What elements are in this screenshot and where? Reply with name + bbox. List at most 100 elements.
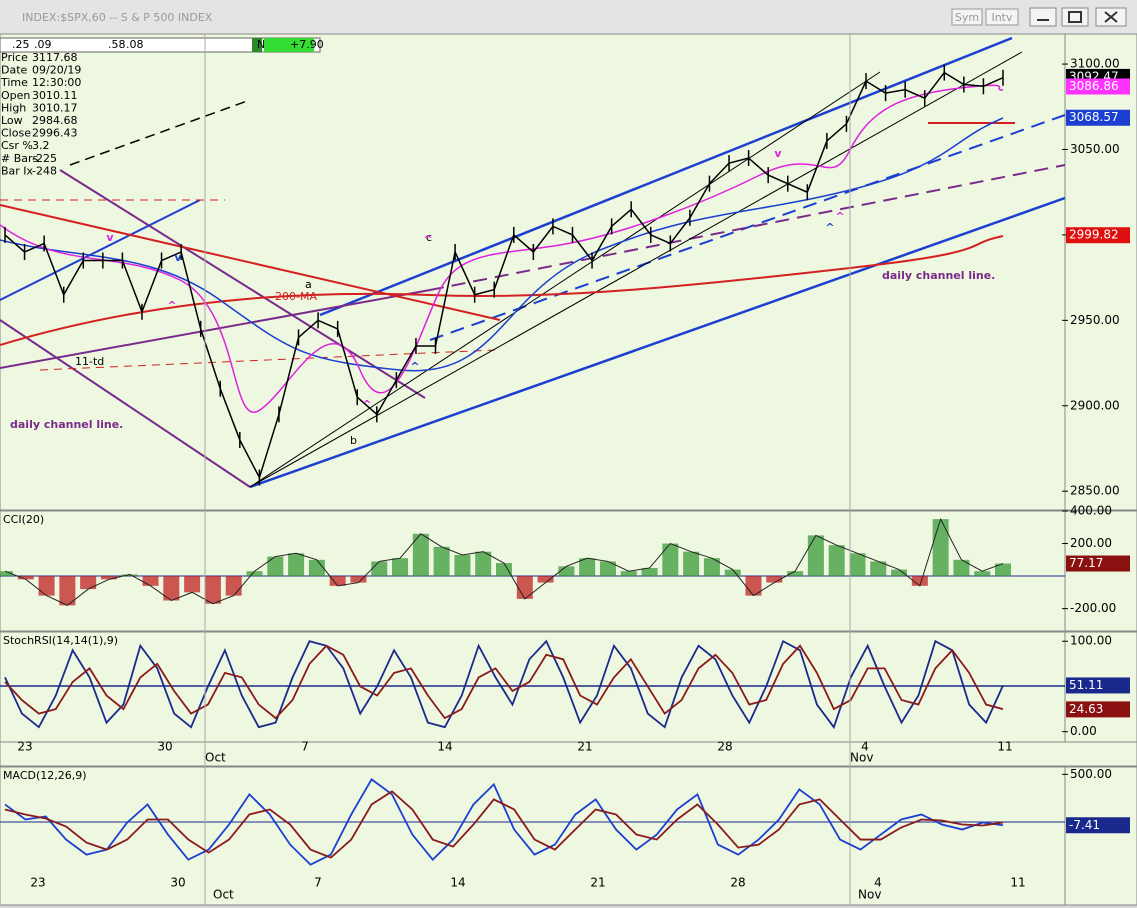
date-label: 28 [717, 740, 732, 754]
cci-bar [392, 558, 409, 577]
cci-bar [641, 567, 658, 577]
info-value: 3117.68 [32, 51, 78, 64]
cci-bar [38, 576, 55, 596]
last-value-box [1066, 677, 1130, 694]
cci-bar [932, 519, 949, 577]
cci-bar [558, 566, 575, 577]
info-key: Date [1, 64, 28, 77]
y-tick-label: 3050.00 [1070, 142, 1120, 156]
signal-marker: ^ [835, 210, 844, 223]
cci-bar [350, 576, 367, 583]
cci-bar [724, 569, 741, 577]
toolbar-field: .09 [34, 38, 52, 51]
date-label: 23 [30, 876, 45, 890]
cci-bar [308, 559, 325, 577]
sym-button-label[interactable]: Sym [955, 11, 979, 24]
y-tick-label: 200.00 [1070, 536, 1112, 550]
info-key: Price [1, 51, 28, 64]
last-value-label: 3068.57 [1069, 110, 1119, 124]
signal-marker: ^ [825, 221, 834, 234]
maximize-button[interactable] [1061, 7, 1089, 27]
month-label: Oct [213, 888, 234, 902]
date-label: 4 [874, 876, 882, 890]
price-line [4, 71, 1004, 480]
cci-line [4, 517, 1004, 606]
intv-button[interactable] [985, 8, 1019, 26]
date-label: 23 [17, 740, 32, 754]
toolbar-field: .25 [12, 38, 30, 51]
last-value-box [1066, 701, 1130, 718]
intv-button-label[interactable]: Intv [991, 11, 1013, 24]
info-key: Low [1, 114, 23, 127]
y-tick-label: 100.00 [1070, 634, 1112, 648]
y-tick-label: 3100.00 [1070, 57, 1120, 71]
toolbar-field: .58 [108, 38, 126, 51]
cci-bar [911, 576, 928, 586]
month-label: Oct [205, 751, 226, 765]
date-label: 28 [730, 876, 745, 890]
cci-bar [953, 559, 970, 577]
maximize-icon [1068, 11, 1082, 23]
date-label: 14 [450, 876, 465, 890]
stoch-k-line [4, 639, 1004, 730]
info-value: 2984.68 [32, 114, 78, 127]
info-key: Bar Ix [1, 164, 34, 177]
purple-falling [0, 319, 251, 488]
signal-marker: v [174, 251, 182, 264]
date-label: 21 [590, 876, 605, 890]
toolbar-field: N [257, 38, 265, 51]
date-label: 11 [997, 740, 1012, 754]
cci-bar [537, 576, 554, 583]
cci-bar [703, 558, 720, 577]
cci-bar [163, 576, 180, 601]
annotation: c [426, 231, 432, 244]
cci-bar [0, 571, 13, 577]
info-key: High [1, 101, 26, 114]
sym-button[interactable] [951, 8, 983, 26]
last-value-box [1066, 227, 1130, 244]
date-label: 7 [314, 876, 322, 890]
info-value: 3010.17 [32, 101, 78, 114]
info-value: 3.2 [32, 139, 50, 152]
cci-bar [579, 558, 596, 577]
date-label: 7 [301, 740, 309, 754]
cci-bar [184, 576, 201, 593]
annotation: a [305, 278, 312, 291]
cci-panel [0, 510, 1066, 632]
date-label: 14 [437, 740, 452, 754]
price-panel [0, 33, 1066, 511]
last-value-box [1066, 817, 1130, 834]
cci-bar [371, 561, 388, 577]
y-tick-label: 400.00 [1070, 504, 1112, 518]
date-label: 11 [1010, 876, 1025, 890]
cci-bar [766, 576, 783, 583]
change-cell [264, 38, 314, 52]
cci-bar [620, 571, 637, 577]
cci-bar [204, 576, 221, 604]
last-value-label: 77.17 [1069, 556, 1103, 570]
annotation: 11-td [75, 355, 104, 368]
minimize-button[interactable] [1029, 7, 1057, 27]
cci-bar [121, 574, 138, 577]
info-value: 3010.11 [32, 89, 78, 102]
signal-marker: ^ [423, 233, 432, 246]
cci-bar [787, 571, 804, 577]
info-key: Time [0, 76, 28, 89]
cci-bar [683, 551, 700, 577]
toolbar-field: +7.90 [290, 38, 324, 51]
cci-bar [225, 576, 242, 596]
annotation: daily channel line. [10, 418, 123, 431]
cci-bar [599, 561, 616, 577]
month-label: Nov [858, 888, 881, 902]
toolbar [0, 37, 321, 53]
window-title: INDEX:$SPX,60 -- S & P 500 INDEX [22, 11, 213, 24]
trendlines [0, 36, 1066, 489]
y-tick-label: 500.00 [1070, 767, 1112, 781]
old-channel [0, 199, 201, 301]
black-trend-2 [249, 51, 1023, 488]
y-tick-label: 2950.00 [1070, 313, 1120, 327]
signal-marker: ^ [167, 299, 176, 312]
stoch-d-line [4, 644, 1004, 720]
y-tick-label: 0.00 [1070, 724, 1097, 738]
last-value-label: 51.11 [1069, 678, 1103, 692]
